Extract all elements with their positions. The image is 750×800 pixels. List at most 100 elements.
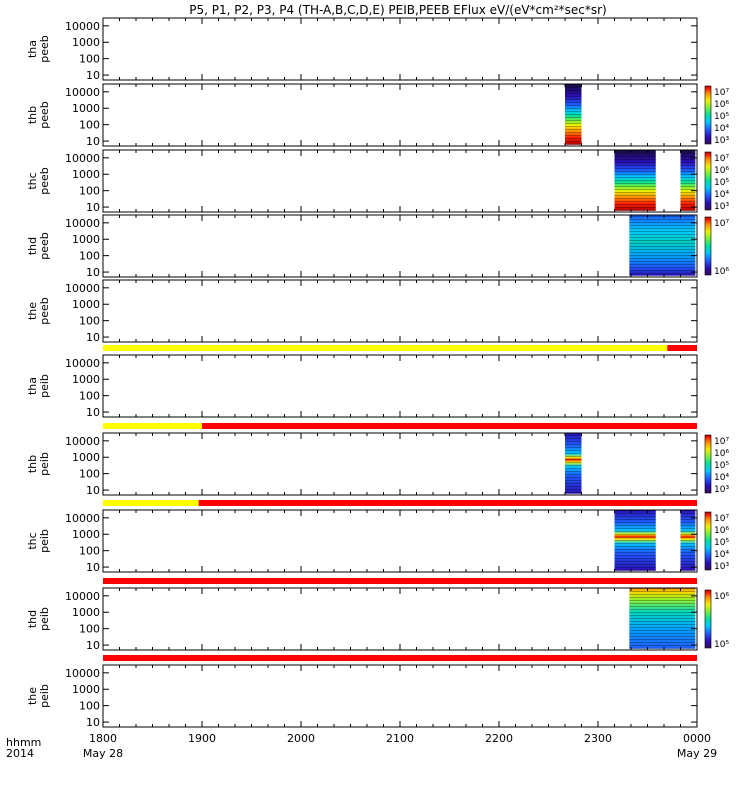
colorbar [704, 216, 712, 276]
panel-ylabel-line: peeb [38, 35, 51, 63]
x-tick-label: 2000 [287, 732, 315, 745]
y-tick-label: 10 [86, 561, 100, 574]
y-tick-label: 10 [86, 484, 100, 497]
panel-ylabel: thepeib [26, 684, 51, 708]
panel-ylabel-line: the [26, 687, 39, 705]
spectrogram-texture [614, 150, 656, 211]
colorbar [704, 85, 712, 145]
panel-thb-peib: 10000 1000 100 10 thbpeib 10⁷ 10⁶ 10⁵ 10⁴ 10³ [26, 423, 729, 497]
y-tick-label: 100 [79, 315, 100, 328]
panel-ylabel-line: peib [38, 374, 51, 398]
panel-ylabel-line: peeb [38, 297, 51, 325]
spectrogram-texture [680, 510, 696, 571]
y-tick-label: 1000 [72, 102, 100, 115]
colorbar-label: 10⁷ [714, 219, 729, 229]
panel-ylabel: thbpeeb [26, 101, 51, 129]
status-bar-segment [202, 423, 697, 429]
y-tick-label: 10000 [65, 152, 100, 165]
colorbar-label: 10⁶ [714, 100, 729, 110]
colorbar-label: 10⁶ [714, 526, 729, 536]
y-tick-label: 1000 [72, 233, 100, 246]
y-tick-label: 10000 [65, 590, 100, 603]
panel-ylabel-line: peib [38, 607, 51, 631]
spectrogram-texture [565, 84, 582, 145]
y-tick-label: 1000 [72, 168, 100, 181]
panel-ylabel: thapeeb [26, 35, 51, 63]
time-axis: hhmm 2014 May 28 May 29 1800 1900 2000 2100… [6, 732, 717, 760]
y-tick-label: 100 [79, 53, 100, 66]
x-tick-label: 0000 [683, 732, 711, 745]
panel-ylabel-line: the [26, 302, 39, 320]
colorbar-label: 10⁶ [714, 449, 729, 459]
y-tick-label: 100 [79, 185, 100, 198]
panel-frame [102, 149, 698, 213]
panel-thc-peeb: 10000 1000 100 10 thcpeeb 10⁷ 10⁶ 10⁵ 10⁴ 10³ [26, 149, 729, 214]
colorbar-label: 10⁵ [714, 640, 729, 650]
y-tick-label: 10000 [65, 86, 100, 99]
panel-ylabel: thbpeib [26, 452, 51, 476]
colorbar-label: 10³ [714, 562, 729, 572]
status-bar-segment [103, 345, 668, 351]
panel-tha-peib: 10000 1000 100 10 thapeib [26, 345, 698, 419]
colorbar-label: 10³ [714, 136, 729, 146]
date-label-end: May 29 [677, 747, 717, 760]
time-axis-label-year: 2014 [6, 747, 34, 760]
colorbar-label: 10³ [714, 202, 729, 212]
panel-frame [102, 354, 698, 418]
plot-title: P5, P1, P2, P3, P4 (TH-A,B,C,D,E) PEIB,P… [189, 3, 606, 17]
panel-ylabel-line: thd [26, 610, 39, 628]
panel-ylabel: thapeib [26, 374, 51, 398]
y-tick-label: 10000 [65, 667, 100, 680]
spectrogram-texture [565, 433, 582, 494]
status-bar-segment [103, 423, 202, 429]
panel-ylabel: thcpeib [26, 529, 51, 553]
colorbar-label: 10⁵ [714, 178, 729, 188]
panel-frame [102, 509, 698, 573]
y-tick-label: 10 [86, 266, 100, 279]
colorbar-label: 10⁴ [714, 190, 729, 200]
panel-ylabel-line: thb [26, 106, 39, 124]
time-axis-label-hhmm: hhmm [6, 736, 41, 749]
panel-group: 10000100010010thapeeb10000100010010thbpe… [26, 17, 729, 729]
y-tick-label: 100 [79, 250, 100, 263]
y-tick-label: 1000 [72, 36, 100, 49]
y-tick-label: 1000 [72, 373, 100, 386]
y-tick-label: 1000 [72, 451, 100, 464]
y-tick-label: 10000 [65, 435, 100, 448]
panel-ylabel: thdpeib [26, 607, 51, 631]
panel-ylabel-line: thc [26, 532, 39, 549]
panel-thd-peib: 10000 1000 100 10 thdpeib 10⁶ 10⁵ [26, 578, 729, 652]
y-tick-label: 10000 [65, 282, 100, 295]
y-tick-label: 10 [86, 331, 100, 344]
y-tick-label: 10 [86, 201, 100, 214]
x-tick-label: 2300 [584, 732, 612, 745]
y-tick-label: 10 [86, 135, 100, 148]
panel-frame [102, 664, 698, 728]
panel-frame [102, 83, 698, 147]
panel-ylabel-line: peib [38, 529, 51, 553]
colorbar-label: 10⁷ [714, 514, 729, 524]
panel-ylabel-line: thd [26, 237, 39, 255]
panel-ylabel-line: tha [26, 40, 39, 58]
colorbar-label: 10⁷ [714, 154, 729, 164]
panel-ylabel-line: tha [26, 377, 39, 395]
colorbar-label: 10⁴ [714, 124, 729, 134]
panel-frame [102, 214, 698, 278]
panel-the-peeb: 10000 1000 100 10 thepeeb [26, 279, 698, 344]
colorbar-label: 10³ [714, 485, 729, 495]
colorbar-label: 10⁵ [714, 461, 729, 471]
panel-ylabel-line: peib [38, 452, 51, 476]
y-tick-label: 1000 [72, 298, 100, 311]
panel-ylabel: thcpeeb [26, 167, 51, 195]
colorbar [704, 151, 712, 211]
x-tick-label: 2100 [386, 732, 414, 745]
colorbar-label: 10⁶ [714, 267, 729, 277]
spectrogram-texture [629, 588, 696, 649]
panel-ylabel-line: thc [26, 172, 39, 189]
status-bar-segment [103, 655, 697, 661]
spectrogram-texture [614, 510, 656, 571]
colorbar [704, 589, 712, 649]
y-tick-label: 10000 [65, 217, 100, 230]
panel-ylabel: thepeeb [26, 297, 51, 325]
